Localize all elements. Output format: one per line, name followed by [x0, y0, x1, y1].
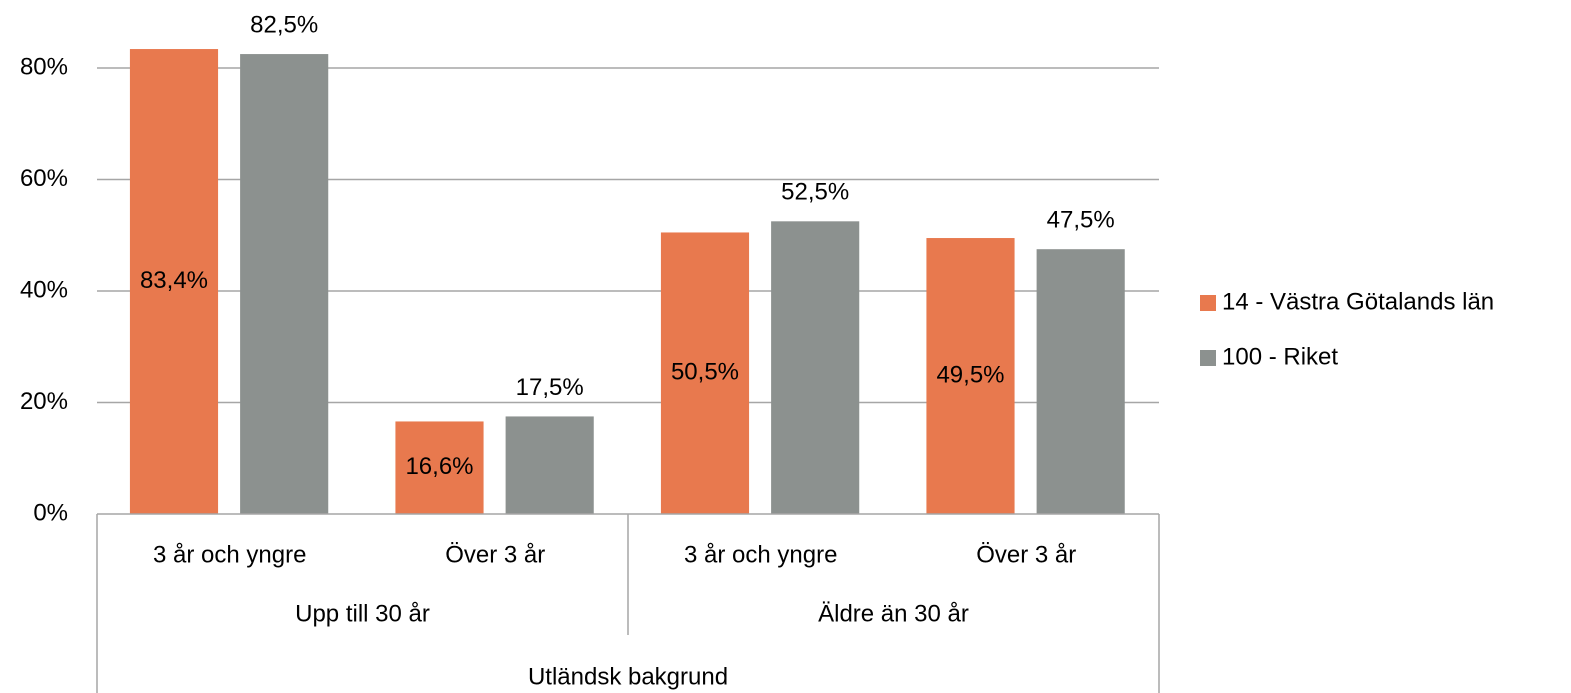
data-label: 16,6%: [405, 453, 473, 480]
bar: [926, 238, 1015, 514]
group-label: Upp till 30 år: [295, 600, 430, 627]
data-label: 52,5%: [781, 179, 849, 206]
data-label: 47,5%: [1047, 207, 1115, 234]
bar: [505, 416, 594, 514]
bar: [395, 421, 484, 514]
bar: [660, 232, 750, 514]
x-tick-label: Över 3 år: [976, 541, 1076, 568]
data-label: 83,4%: [140, 267, 208, 294]
x-tick-label: 3 år och yngre: [684, 541, 837, 568]
group-label: Äldre än 30 år: [818, 600, 969, 627]
y-tick-label: 20%: [20, 388, 68, 415]
bar: [771, 221, 860, 514]
legend-label: 100 - Riket: [1222, 343, 1338, 370]
legend-swatch: [1200, 350, 1216, 366]
supergroup-label: Utländsk bakgrund: [528, 663, 728, 690]
y-tick-label: 0%: [33, 499, 68, 526]
data-label: 17,5%: [516, 374, 584, 401]
bar: [240, 54, 329, 514]
y-tick-label: 60%: [20, 165, 68, 192]
y-tick-label: 40%: [20, 276, 68, 303]
data-label: 50,5%: [671, 359, 739, 386]
legend-label: 14 - Västra Götalands län: [1222, 288, 1494, 315]
data-label: 82,5%: [250, 11, 318, 38]
legend-swatch: [1200, 295, 1216, 311]
x-tick-label: 3 år och yngre: [153, 541, 306, 568]
y-tick-label: 80%: [20, 53, 68, 80]
x-tick-label: Över 3 år: [445, 541, 545, 568]
bar: [129, 49, 219, 515]
data-label: 49,5%: [936, 361, 1004, 388]
bar: [1036, 249, 1125, 514]
